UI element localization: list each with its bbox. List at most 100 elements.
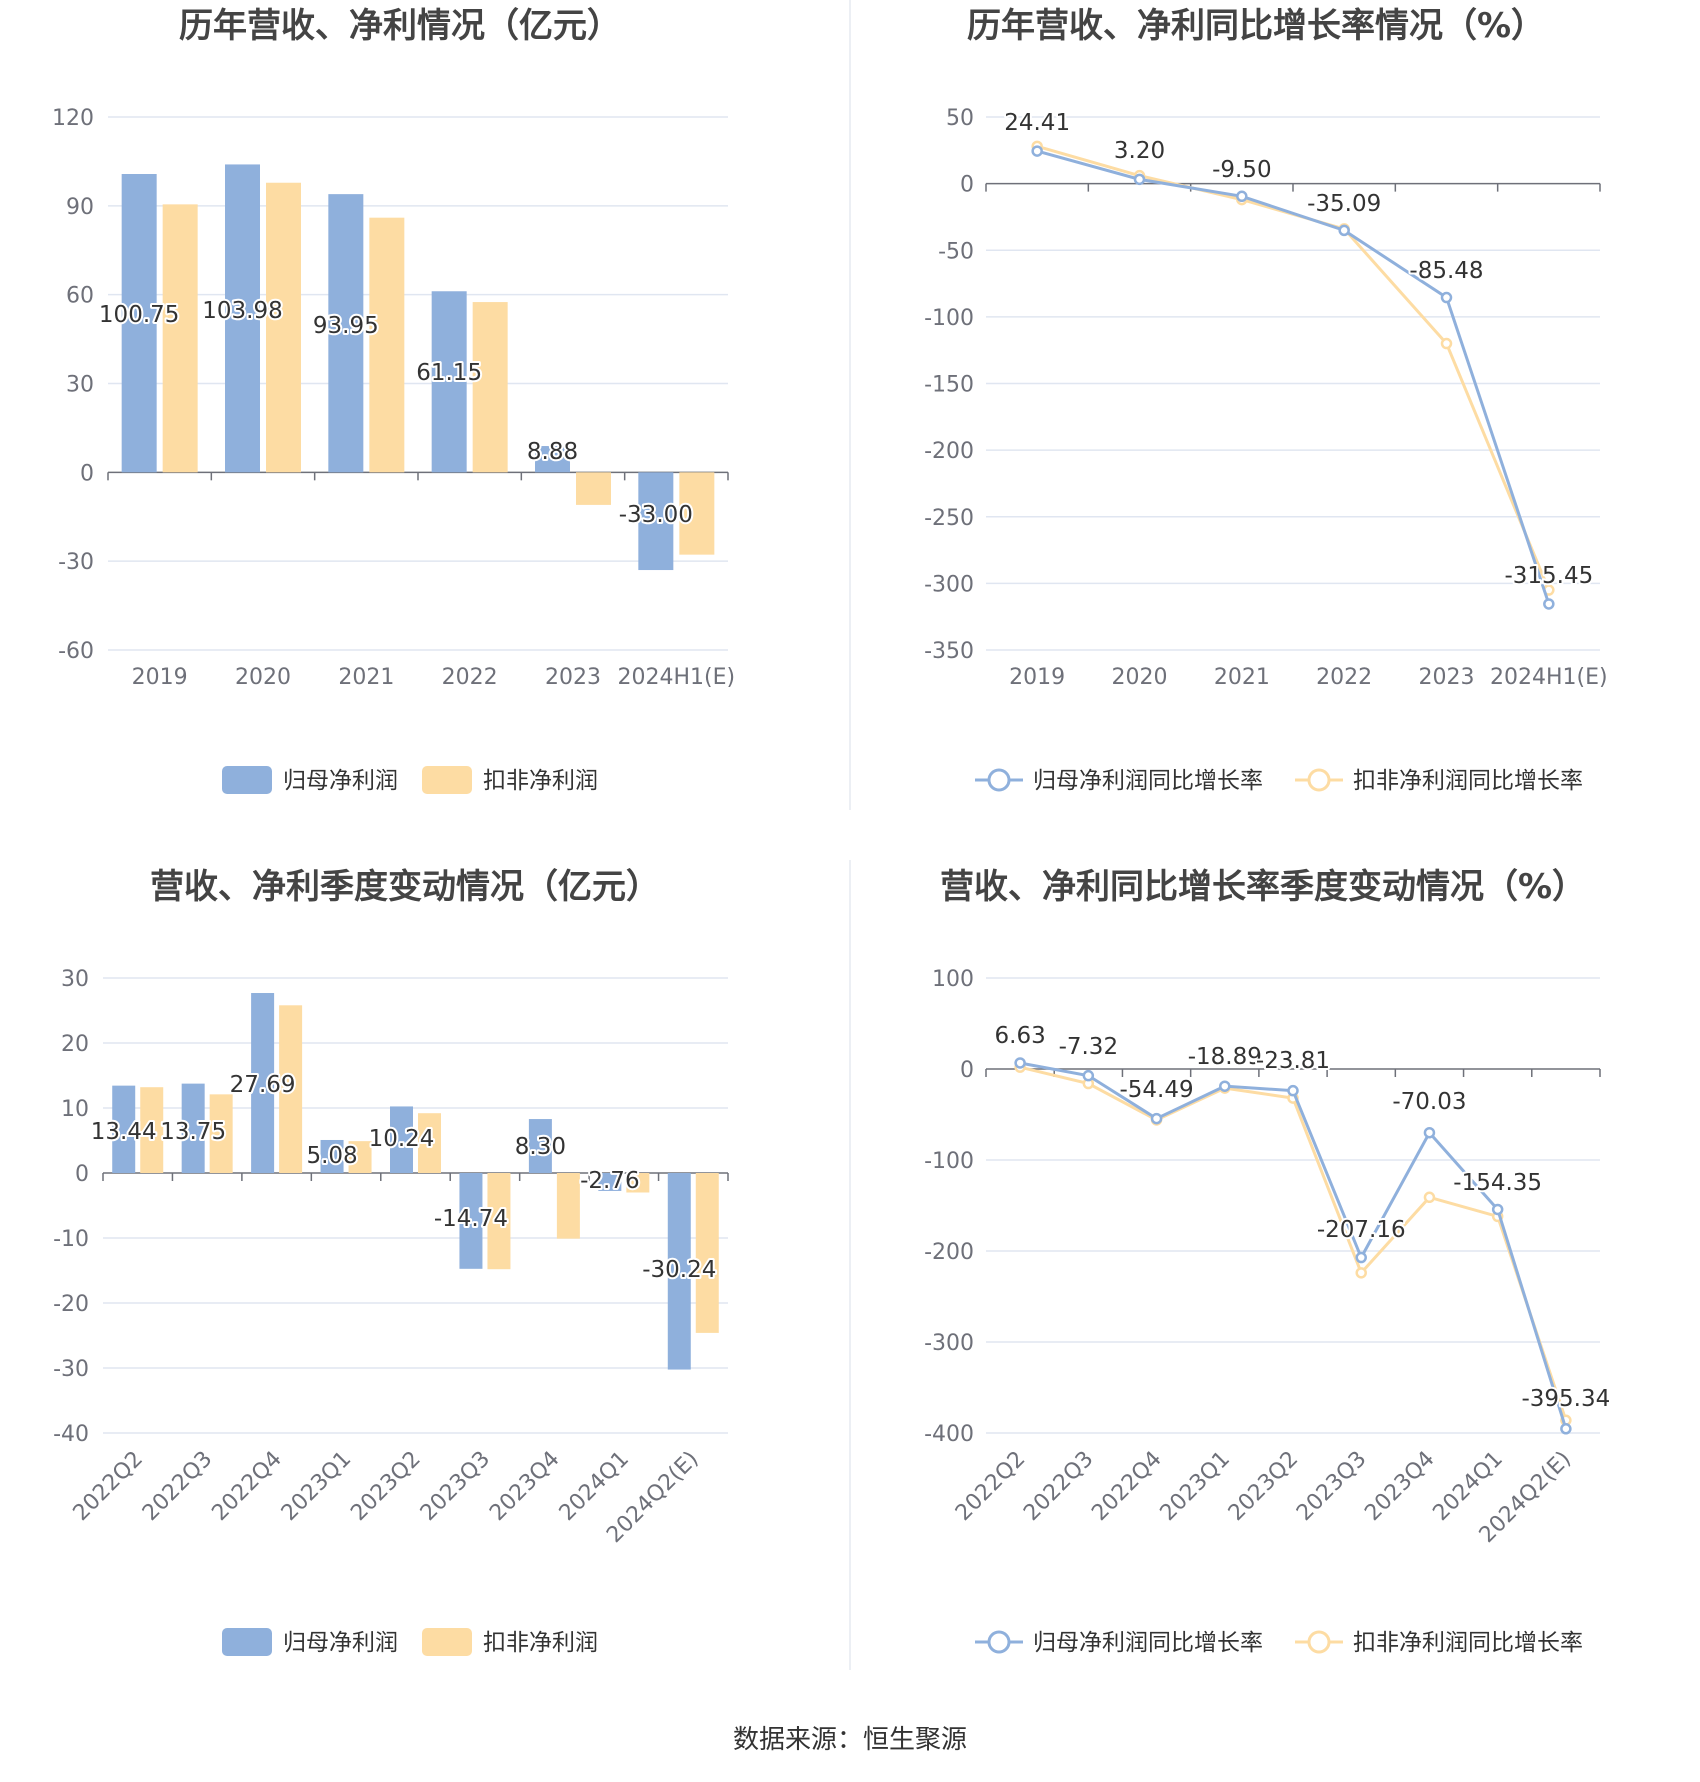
chart4-ytick-label: 0 xyxy=(960,1058,974,1083)
chart3-data-label: 5.08 xyxy=(306,1143,357,1169)
chart2-xtick-label: 2022 xyxy=(1316,665,1372,690)
chart2-ytick-label: -350 xyxy=(924,639,974,664)
chart1-bar-koufei xyxy=(369,217,405,473)
chart1-xtick-label: 2023 xyxy=(545,665,601,690)
chart2-point-koufei xyxy=(1440,337,1453,350)
chart3-data-label: 27.69 xyxy=(230,1072,296,1098)
chart2-legend-marker xyxy=(987,768,1011,792)
chart3-ytick-label: 20 xyxy=(61,1032,89,1057)
chart3-legend-label: 归母净利润 xyxy=(283,1630,398,1656)
chart3-legend-swatch xyxy=(422,1628,472,1656)
chart2-xtick-label: 2021 xyxy=(1214,665,1270,690)
chart4-point-guimu xyxy=(1287,1084,1299,1097)
chart3-bar-koufei xyxy=(418,1113,441,1173)
chart3-xtick-label: 2023Q4 xyxy=(485,1447,564,1526)
chart4-point-koufei xyxy=(1355,1267,1367,1279)
chart1-data-label: 93.95 xyxy=(313,313,379,339)
chart2-xtick-label: 2020 xyxy=(1112,665,1168,690)
chart1-bar-guimu xyxy=(431,291,467,473)
chart3-title: 营收、净利季度变动情况（亿元） xyxy=(150,867,660,907)
chart2-point-guimu xyxy=(1236,190,1248,203)
chart1-ytick-label: 90 xyxy=(66,195,94,220)
chart3-xtick-label: 2023Q3 xyxy=(416,1447,495,1526)
chart2-data-label: 3.20 xyxy=(1114,138,1165,164)
chart4-data-label: -18.89 xyxy=(1188,1044,1262,1070)
chart1-legend-label: 归母净利润 xyxy=(283,768,398,794)
chart4-point-guimu xyxy=(1355,1251,1367,1264)
chart2-line-guimu xyxy=(1036,149,1551,605)
chart1-legend-swatch xyxy=(422,766,472,794)
chart4-point-koufei xyxy=(1423,1191,1436,1204)
chart1-bar-koufei xyxy=(266,182,301,473)
chart3-legend-label: 扣非净利润 xyxy=(483,1630,598,1656)
chart3-bar-koufei xyxy=(695,1173,719,1333)
chart4-ytick-label: -300 xyxy=(924,1331,974,1356)
chart2-data-label: 24.41 xyxy=(1004,110,1070,136)
data-source: 数据来源：恒生聚源 xyxy=(733,1725,967,1755)
chart2-xtick-label: 2019 xyxy=(1009,665,1065,690)
chart4-xtick-label: 2023Q2 xyxy=(1224,1447,1303,1526)
chart2-data-label: -35.09 xyxy=(1307,191,1381,217)
chart1-xtick-label: 2022 xyxy=(442,665,498,690)
chart1-title: 历年营收、净利情况（亿元） xyxy=(179,6,621,46)
chart1-xtick-label: 2020 xyxy=(235,665,291,690)
chart3-ytick-label: -10 xyxy=(53,1227,89,1252)
chart1-ytick-label: -30 xyxy=(58,550,94,575)
chart2-point-guimu xyxy=(1133,173,1146,186)
chart4-legend-label: 归母净利润同比增长率 xyxy=(1033,1630,1263,1656)
chart4-data-label: -7.32 xyxy=(1059,1034,1119,1060)
chart2-ytick-label: 0 xyxy=(960,173,974,198)
chart3-bar-koufei xyxy=(626,1173,650,1193)
chart1-ytick-label: -60 xyxy=(58,639,94,664)
chart4-data-label: -154.35 xyxy=(1453,1170,1542,1196)
chart2-data-label: -9.50 xyxy=(1212,157,1272,183)
chart4-point-guimu xyxy=(1219,1080,1231,1092)
chart4-ytick-label: -100 xyxy=(924,1149,974,1174)
chart2-point-guimu xyxy=(1440,291,1453,304)
chart3-bar-koufei xyxy=(279,1005,303,1173)
chart3-bar-guimu xyxy=(181,1083,205,1173)
chart4-point-guimu xyxy=(1423,1126,1436,1139)
chart3-bar-guimu xyxy=(598,1173,622,1191)
chart1-ytick-label: 30 xyxy=(66,373,94,398)
chart3-data-label: 8.30 xyxy=(515,1134,566,1160)
chart3-ytick-label: 0 xyxy=(75,1162,89,1187)
chart4-xtick-label: 2023Q3 xyxy=(1292,1447,1371,1526)
chart4-point-guimu xyxy=(1150,1112,1163,1125)
chart4-point-guimu xyxy=(1491,1203,1504,1216)
chart4-xtick-label: 2023Q4 xyxy=(1360,1447,1439,1526)
chart1-data-label: 61.15 xyxy=(416,360,482,386)
chart3-ytick-label: 10 xyxy=(61,1097,89,1122)
chart3-ytick-label: -30 xyxy=(53,1357,89,1382)
chart3-data-label: 13.75 xyxy=(160,1119,226,1145)
chart3-xtick-label: 2023Q2 xyxy=(346,1447,425,1526)
chart4-xtick-label: 2022Q4 xyxy=(1087,1447,1166,1526)
chart2-legend-label: 归母净利润同比增长率 xyxy=(1033,768,1263,794)
chart4-point-guimu xyxy=(1082,1069,1095,1082)
chart2-ytick-label: -200 xyxy=(924,439,974,464)
chart4-xtick-label: 2022Q2 xyxy=(951,1447,1030,1526)
chart1-bar-koufei xyxy=(576,472,611,505)
chart4-data-label: -207.16 xyxy=(1317,1217,1406,1243)
chart3-bar-koufei xyxy=(209,1094,233,1173)
chart4-data-label: -23.81 xyxy=(1256,1048,1330,1074)
chart1-bar-guimu xyxy=(121,174,157,473)
chart2-xtick-label: 2024H1(E) xyxy=(1490,665,1608,690)
chart4-ytick-label: 100 xyxy=(932,967,974,992)
chart3-xtick-label: 2022Q3 xyxy=(138,1447,217,1526)
chart3-ytick-label: 30 xyxy=(61,967,89,992)
chart2-ytick-label: -100 xyxy=(924,306,974,331)
chart1-data-label: 100.75 xyxy=(99,302,179,328)
chart1-ytick-label: 60 xyxy=(66,284,94,309)
chart1-bar-guimu xyxy=(225,164,260,473)
chart1-bar-koufei xyxy=(679,472,715,555)
chart4-ytick-label: -200 xyxy=(924,1240,974,1265)
chart1-bar-guimu xyxy=(638,472,674,571)
chart3-bar-koufei xyxy=(556,1173,580,1239)
chart2-legend-marker xyxy=(1307,768,1331,792)
chart3-bar-koufei xyxy=(487,1173,511,1270)
chart1-bar-koufei xyxy=(162,204,198,473)
chart3-ytick-label: -40 xyxy=(53,1422,89,1447)
chart3-data-label: -14.74 xyxy=(434,1206,508,1232)
chart1-bar-guimu xyxy=(328,194,364,473)
